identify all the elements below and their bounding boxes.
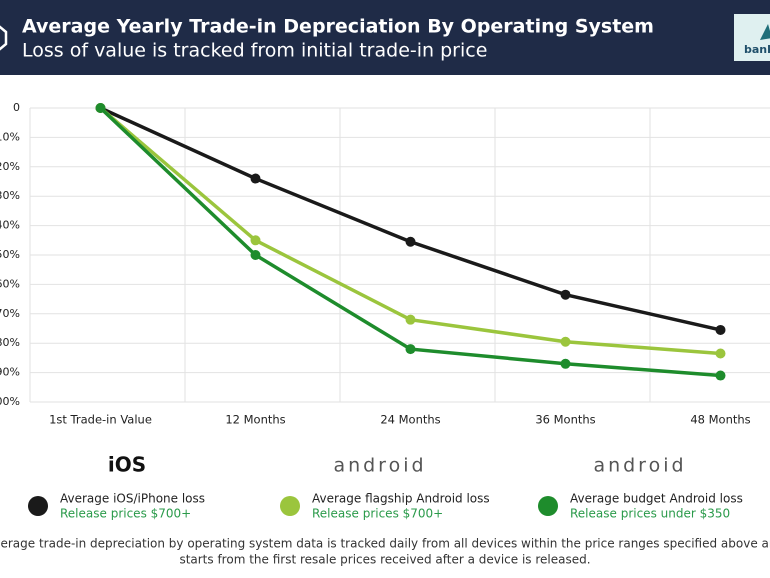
x-tick-label: 1st Trade-in Value bbox=[49, 413, 152, 427]
data-point bbox=[250, 173, 261, 184]
legend-swatch bbox=[28, 496, 48, 516]
data-point bbox=[560, 358, 571, 369]
y-tick-label: -60% bbox=[0, 277, 20, 290]
footnote: starts from the first resale prices rece… bbox=[179, 553, 590, 567]
os-label: android bbox=[593, 455, 686, 477]
y-tick-label: -30% bbox=[0, 189, 20, 202]
legend-swatch bbox=[280, 496, 300, 516]
chart-subtitle: Loss of value is tracked from initial tr… bbox=[22, 40, 487, 62]
y-tick-label: -50% bbox=[0, 248, 20, 261]
data-point bbox=[715, 324, 726, 335]
data-point bbox=[405, 344, 416, 355]
y-tick-label: -100% bbox=[0, 395, 20, 408]
logo: bank bbox=[744, 43, 770, 56]
y-tick-label: -80% bbox=[0, 336, 20, 349]
data-point bbox=[250, 235, 261, 246]
data-point bbox=[250, 250, 261, 260]
x-tick-label: 12 Months bbox=[225, 413, 285, 427]
data-point bbox=[560, 336, 571, 347]
os-label: iOS bbox=[108, 453, 146, 477]
x-tick-label: 24 Months bbox=[380, 413, 440, 427]
y-tick-label: -70% bbox=[0, 307, 20, 320]
os-label: android bbox=[333, 455, 426, 477]
y-tick-label: -20% bbox=[0, 160, 20, 173]
legend-note: Release prices $700+ bbox=[312, 507, 443, 521]
series-line bbox=[99, 106, 721, 332]
y-tick-label: -10% bbox=[0, 130, 20, 143]
header-bar bbox=[0, 0, 770, 75]
legend-label: Average iOS/iPhone loss bbox=[60, 492, 205, 506]
legend-swatch bbox=[538, 496, 558, 516]
y-tick-label: -40% bbox=[0, 219, 20, 232]
header-icon bbox=[0, 25, 8, 51]
legend-note: Release prices $700+ bbox=[60, 507, 191, 521]
y-tick-label: -90% bbox=[0, 366, 20, 379]
x-tick-label: 48 Months bbox=[690, 413, 750, 427]
data-point bbox=[560, 289, 571, 300]
data-point bbox=[405, 314, 416, 325]
data-point bbox=[95, 103, 106, 113]
logo-mark bbox=[760, 24, 770, 40]
data-point bbox=[715, 370, 726, 381]
legend-label: Average budget Android loss bbox=[570, 492, 743, 506]
data-point bbox=[715, 348, 726, 359]
y-tick-label: 0 bbox=[13, 101, 20, 114]
legend-label: Average flagship Android loss bbox=[312, 492, 490, 506]
data-point bbox=[405, 236, 416, 247]
chart-title: Average Yearly Trade-in Depreciation By … bbox=[22, 16, 654, 38]
footnote: Average trade-in depreciation by operati… bbox=[0, 537, 770, 551]
legend-note: Release prices under $350 bbox=[570, 507, 730, 521]
x-tick-label: 36 Months bbox=[535, 413, 595, 427]
